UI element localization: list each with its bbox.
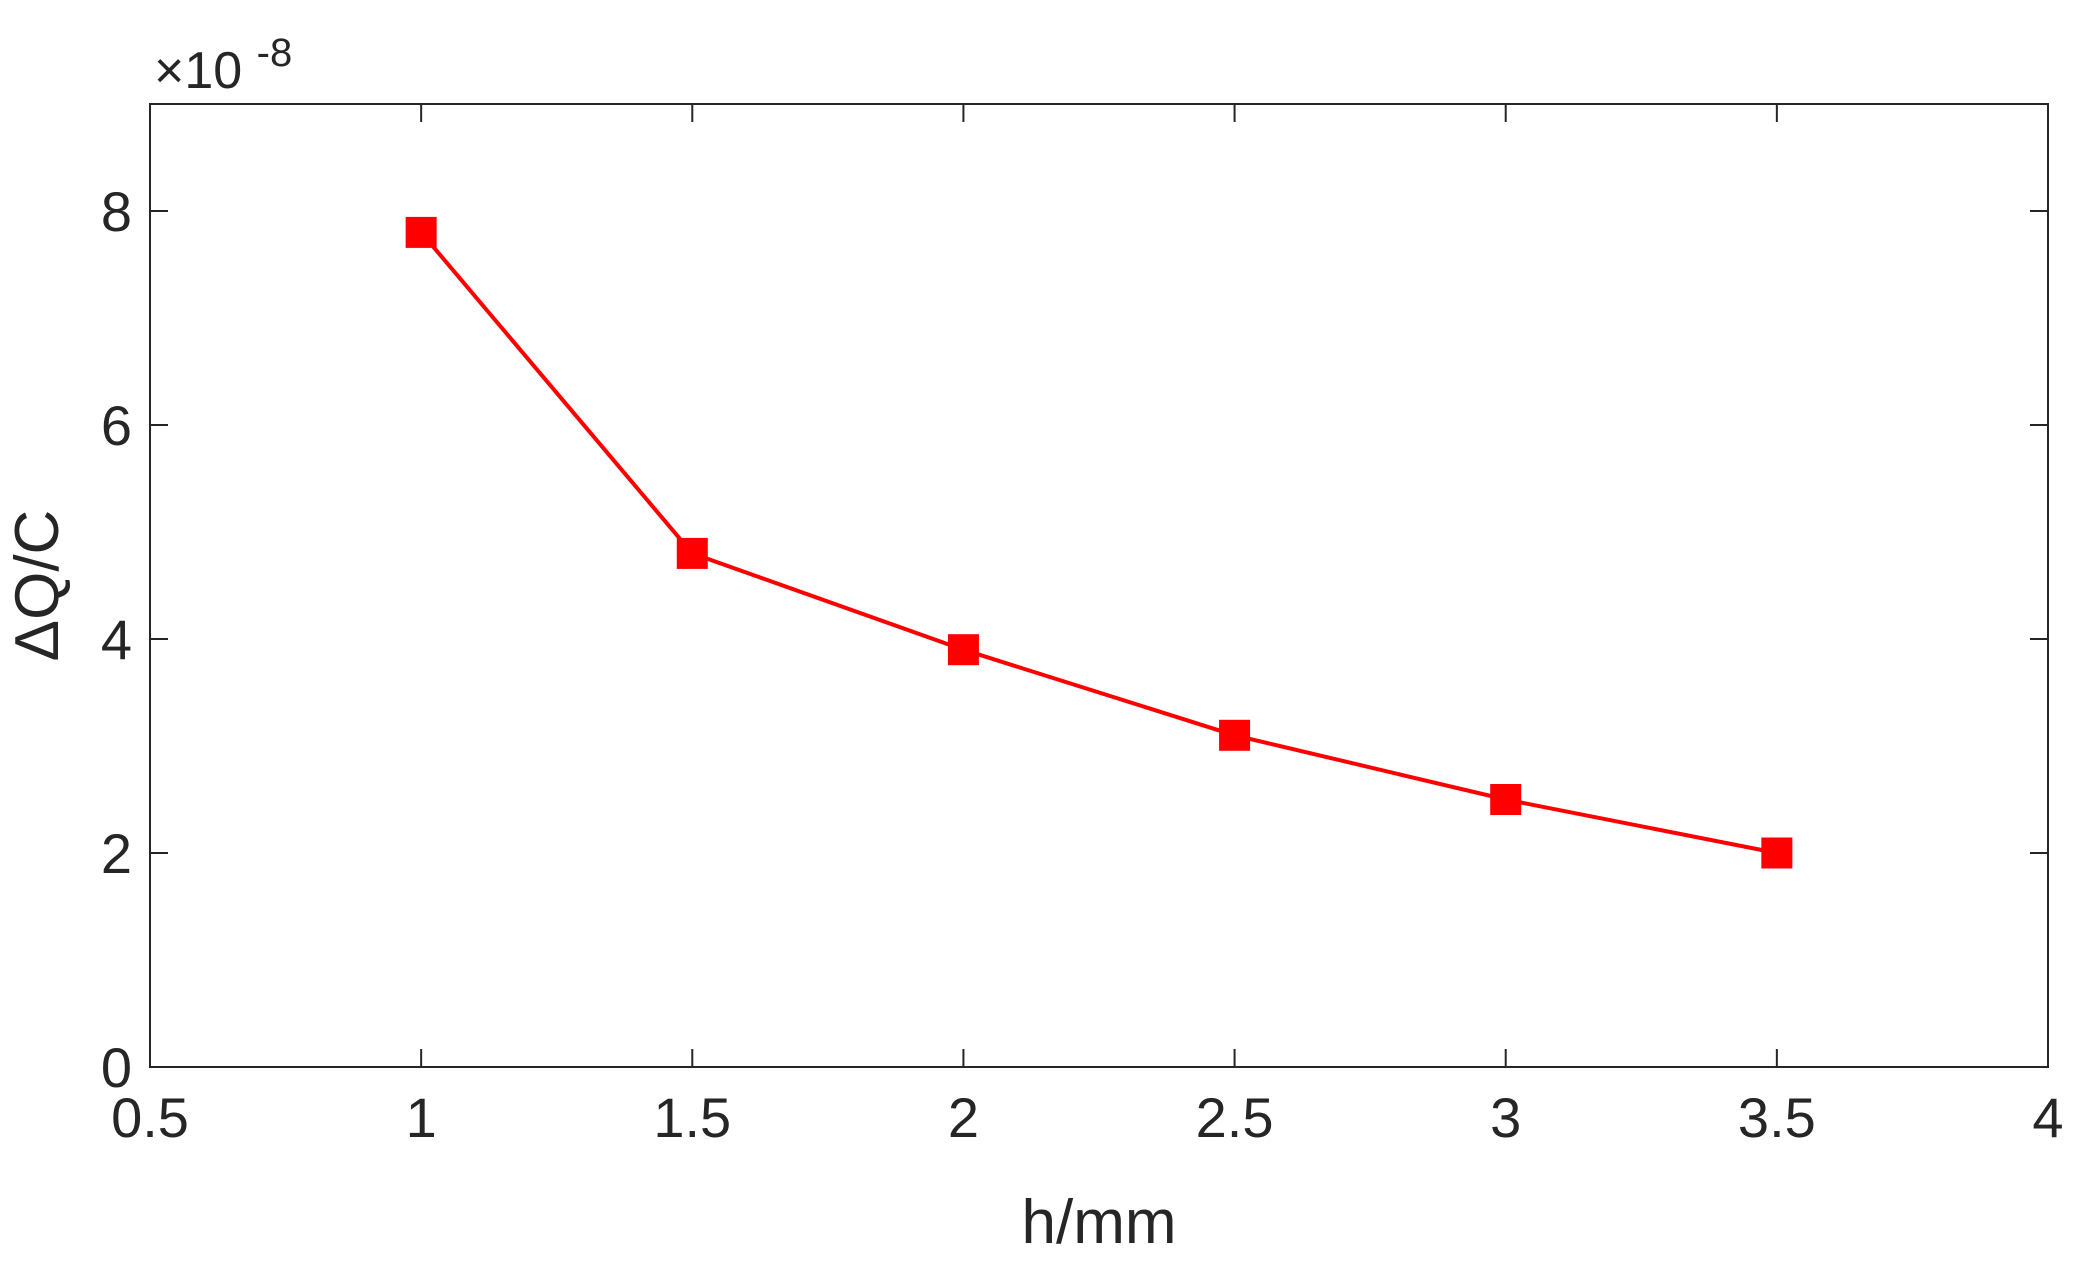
y-exponent-prefix: ×10 <box>154 42 242 100</box>
x-tick-label: 2.5 <box>1196 1086 1274 1149</box>
plot-box <box>149 103 2049 1068</box>
x-tick-label: 1 <box>406 1086 437 1149</box>
data-point-marker <box>947 634 979 666</box>
series-layer <box>405 216 1793 869</box>
y-axis-exponent-label: ×10 -8 <box>154 31 292 100</box>
y-tick-label: 2 <box>101 822 132 885</box>
x-tick-label: 2 <box>948 1086 979 1149</box>
plot-frame <box>149 103 2049 1068</box>
y-tick-label: 8 <box>101 180 132 243</box>
y-tick-label: 4 <box>101 608 132 671</box>
data-point-marker <box>405 216 437 248</box>
data-point-marker <box>676 537 708 569</box>
x-tick-label: 0.5 <box>111 1086 189 1149</box>
x-tick-label: 3.5 <box>1738 1086 1816 1149</box>
data-point-marker <box>1219 719 1251 751</box>
y-axis-ticks: 0 2 4 6 8 <box>101 180 2048 1099</box>
y-tick-label: 0 <box>101 1036 132 1099</box>
y-tick-label: 6 <box>101 394 132 457</box>
x-tick-label: 3 <box>1490 1086 1521 1149</box>
x-axis-label: h/mm <box>1022 1188 1177 1256</box>
x-tick-label: 4 <box>2032 1086 2063 1149</box>
data-point-marker <box>1490 784 1522 815</box>
y-axis-label: ΔQ/C <box>3 510 72 662</box>
data-point-marker <box>1761 837 1793 869</box>
y-exponent-power: -8 <box>257 31 293 75</box>
x-axis-ticks: 0.5 1 1.5 2 2.5 3 3.5 4 <box>111 104 2064 1149</box>
series-line <box>419 231 1778 855</box>
x-tick-label: 1.5 <box>653 1086 731 1149</box>
